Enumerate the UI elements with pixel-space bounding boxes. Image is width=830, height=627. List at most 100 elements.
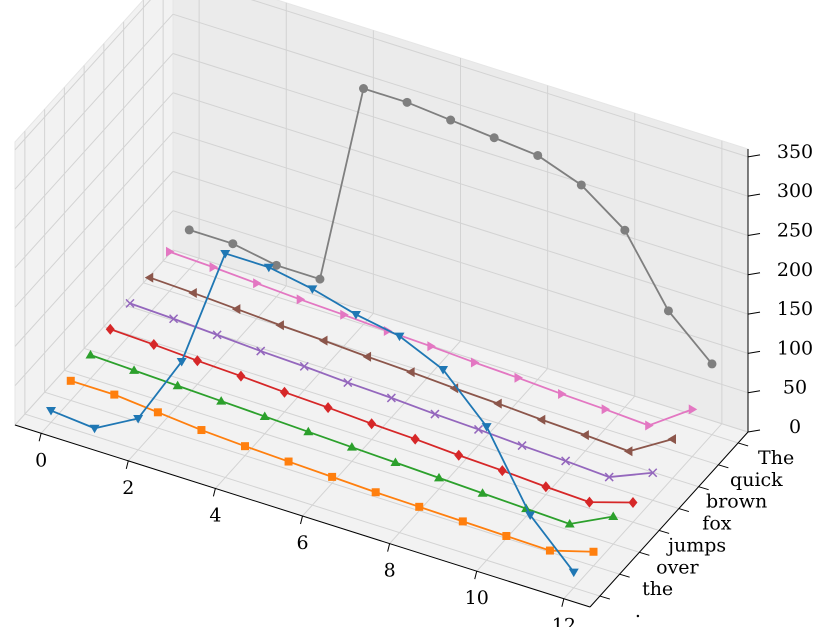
marker [296,294,306,305]
marker [473,424,484,434]
marker [319,335,328,346]
grid-line [14,131,174,308]
grid-line [14,0,151,151]
marker [66,376,75,385]
grid-line [64,369,640,553]
marker [176,358,187,367]
marker [406,367,415,378]
marker [564,518,575,528]
marker [263,263,274,273]
marker [299,361,309,371]
x-tick-label: 10 [465,587,489,609]
marker [533,150,543,160]
y-tick [698,486,709,491]
grid-line [162,260,739,444]
marker [236,370,246,382]
grid-line [14,13,174,190]
z-tick [747,272,761,276]
marker [271,260,281,270]
marker [427,341,436,352]
x-tick [387,543,391,552]
grid-line [172,52,749,236]
z-tick [747,154,761,158]
x-tick [212,488,216,497]
marker [688,404,698,415]
marker [172,380,183,390]
marker [323,402,333,414]
marker [589,547,598,556]
marker [430,409,440,419]
marker [620,225,630,235]
marker [517,441,527,451]
marker [220,249,231,259]
z-tick-label: 50 [783,377,807,399]
marker [645,420,654,431]
y-tick-label: The [758,447,794,469]
marker [558,388,567,399]
marker [340,309,349,320]
z-tick [747,193,761,197]
marker [85,350,96,359]
y-axis [589,431,749,608]
marker [241,442,250,451]
y-tick-label: the [642,578,673,600]
marker [133,414,144,424]
grid-line [103,326,680,510]
grid-line [83,347,660,531]
z-tick [747,390,761,394]
marker [390,457,401,467]
marker [362,351,372,362]
grid-line [250,0,749,158]
marker [663,306,673,316]
marker [153,408,162,417]
marker [493,398,502,409]
marker [604,472,614,482]
marker [228,239,238,249]
marker [89,424,100,434]
marker [284,457,293,466]
grid-line [172,249,749,433]
z-tick [747,311,761,315]
marker [561,456,571,466]
marker [608,511,619,521]
marker [536,414,546,425]
y-tick [718,464,729,469]
marker [525,511,536,521]
marker [197,426,206,435]
marker [623,446,633,457]
marker [350,310,361,320]
marker [707,359,717,369]
marker [303,426,314,436]
marker [212,330,222,340]
marker [307,285,318,294]
z-tick-label: 150 [777,298,813,320]
x-tick [300,515,303,525]
marker [502,531,511,540]
marker [628,497,638,509]
marker [169,314,179,324]
grid-line [14,53,174,229]
z-tick-label: 300 [777,180,813,202]
grid-line [24,413,601,597]
grid-line [14,92,174,269]
marker [359,84,369,94]
marker [253,278,262,289]
marker [394,332,405,342]
z-tick [747,232,761,236]
y-tick [678,508,690,513]
y-tick [737,442,749,447]
marker [209,262,219,273]
z-tick-label: 350 [777,141,813,163]
marker [259,411,270,420]
marker [402,97,412,107]
z-tick-label: 100 [777,337,813,359]
marker [125,298,135,308]
grid-line [14,210,174,387]
y-tick [639,551,650,556]
x-tick-label: 8 [384,560,396,582]
x-tick [561,598,565,607]
x-tick-label: 6 [296,532,308,554]
grid-line [302,340,461,517]
